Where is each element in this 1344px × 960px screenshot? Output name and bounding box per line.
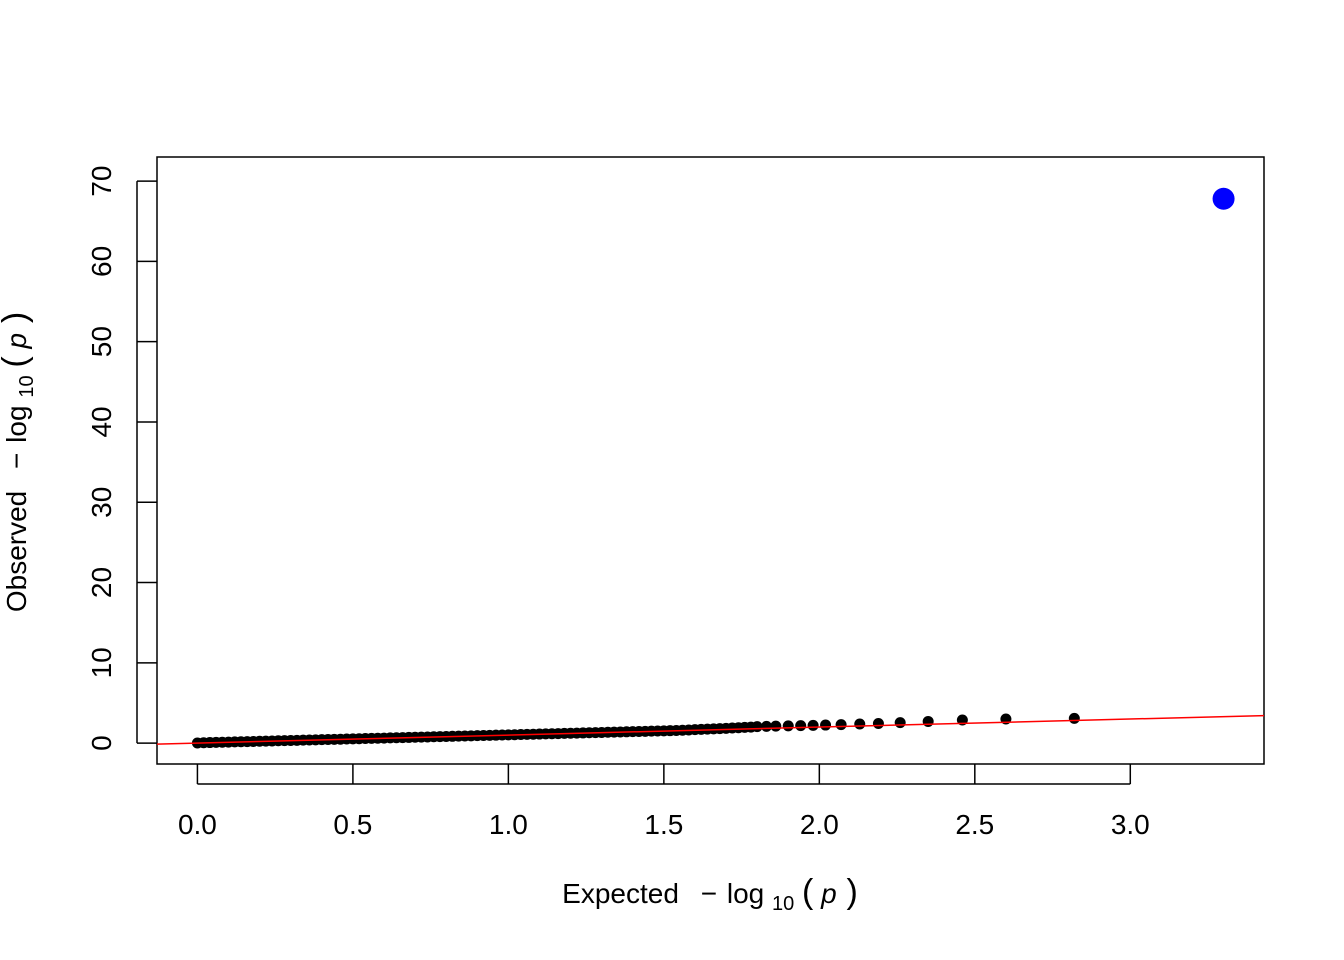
x-tick-label: 0.0 [178, 809, 217, 840]
x-axis-label-prefix: Expected [562, 878, 679, 909]
x-tick-label: 1.0 [489, 809, 528, 840]
y-axis-label-log: log [1, 405, 32, 442]
x-tick-label: 1.5 [644, 809, 683, 840]
data-point [922, 715, 934, 727]
data-point [835, 719, 847, 731]
y-tick-label: 40 [86, 406, 117, 437]
y-axis: 0 10 20 30 40 50 60 70 [86, 166, 157, 751]
data-point [782, 720, 794, 732]
data-point [894, 717, 906, 729]
plot-area [157, 187, 1264, 749]
reference-line [157, 714, 1264, 745]
y-axis-label-minus: − [1, 453, 32, 469]
x-tick-label: 0.5 [333, 809, 372, 840]
x-axis-label: Expected − log 10 ( p ) [562, 873, 858, 916]
points-layer [191, 187, 1235, 749]
x-axis-label-paren-open: ( [802, 873, 814, 911]
x-axis-label-log: log [727, 878, 764, 909]
data-point [820, 719, 832, 731]
plot-frame [156, 156, 1265, 765]
x-tick-label: 2.5 [955, 809, 994, 840]
data-point [872, 717, 884, 729]
x-axis: 0.0 0.5 1.0 1.5 2.0 2.5 3.0 [178, 764, 1150, 840]
x-axis-label-subscript: 10 [772, 893, 794, 915]
y-axis-label-subscript: 10 [16, 375, 38, 397]
y-axis-label-paren-open: ( [0, 356, 34, 368]
y-axis-label: Observed − log 10 ( p ) [0, 312, 39, 612]
y-tick-label: 60 [86, 246, 117, 277]
data-point [854, 718, 866, 730]
y-tick-label: 50 [86, 326, 117, 357]
y-axis-label-var: p [1, 333, 32, 350]
y-axis-label-prefix: Observed [1, 491, 32, 612]
data-point [770, 720, 782, 732]
y-axis-label-paren-close: ) [0, 312, 34, 323]
data-point [807, 719, 819, 731]
x-axis-label-minus: − [701, 878, 717, 909]
y-tick-label: 70 [86, 166, 117, 197]
y-tick-label: 10 [86, 647, 117, 678]
y-tick-label: 30 [86, 487, 117, 518]
data-point [1068, 712, 1080, 724]
data-point [795, 720, 807, 732]
x-tick-label: 2.0 [800, 809, 839, 840]
x-tick-label: 3.0 [1111, 809, 1150, 840]
x-axis-label-var: p [820, 878, 837, 909]
y-tick-label: 20 [86, 567, 117, 598]
y-tick-label: 0 [86, 735, 117, 751]
outlier-point [1212, 187, 1235, 210]
x-axis-label-paren-close: ) [847, 873, 858, 911]
